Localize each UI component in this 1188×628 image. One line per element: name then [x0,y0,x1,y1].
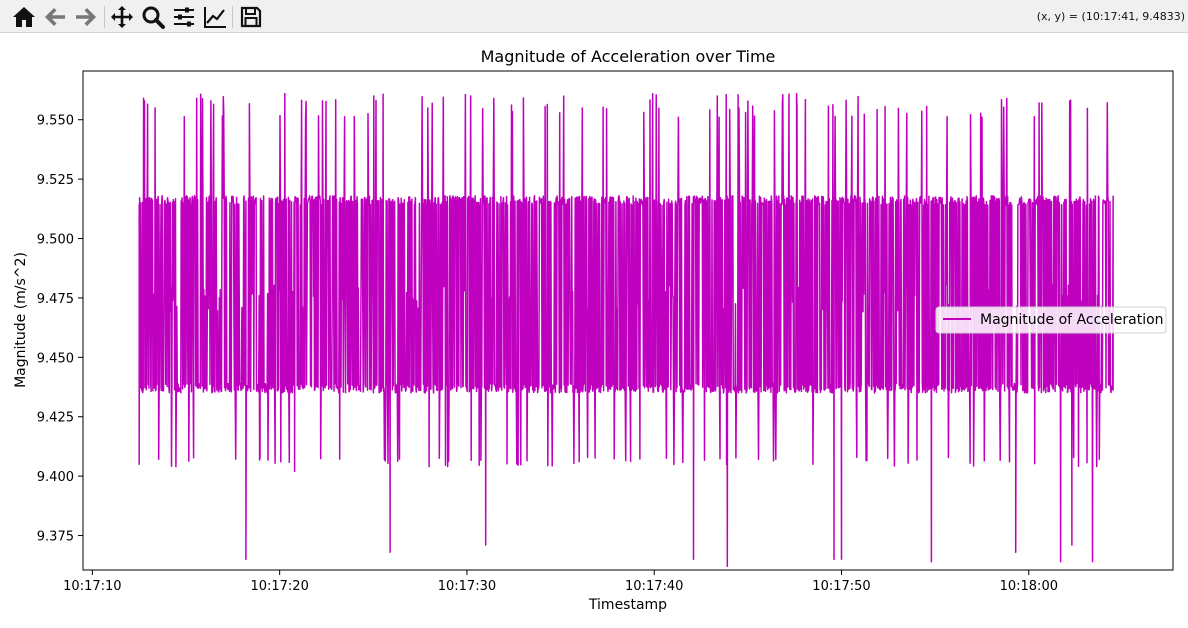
home-button[interactable] [10,3,38,31]
x-tick-label: 10:17:10 [63,579,121,594]
zoom-button[interactable] [139,3,167,31]
y-tick-label: 9.525 [37,173,74,188]
forward-button[interactable] [72,3,100,31]
forward-icon [76,8,96,26]
legend[interactable]: Magnitude of Acceleration [935,306,1167,334]
edit-axis-button[interactable] [201,3,229,31]
axes-frame [82,70,1174,571]
x-axis-label: Timestamp [588,597,667,613]
y-tick-label: 9.425 [37,411,74,426]
coordinate-readout: (x, y) = (10:17:41, 9.4833) [1036,10,1185,23]
zoom-icon [142,6,165,29]
y-axis-label: Magnitude (m/s^2) [13,252,29,388]
home-icon [13,7,35,27]
save-button[interactable] [237,3,265,31]
x-tick-label: 10:17:20 [250,579,308,594]
x-tick-label: 10:17:40 [625,579,683,594]
y-tick-label: 9.550 [37,114,74,129]
x-tick-label: 10:17:30 [438,579,496,594]
y-tick-label: 9.450 [37,351,74,366]
series-line-magnitude [138,92,1114,568]
configure-subplots-icon [174,7,194,27]
chart-title: Magnitude of Acceleration over Time [481,47,776,66]
navigation-toolbar: (x, y) = (10:17:41, 9.4833) [0,0,1188,33]
back-icon [45,8,65,26]
pan-button[interactable] [108,3,136,31]
y-tick-label: 9.500 [37,233,74,248]
back-button[interactable] [41,3,69,31]
legend-label: Magnitude of Acceleration [980,312,1164,328]
figure-canvas[interactable]: Magnitude of Acceleration over Time 10:1… [0,34,1188,628]
y-tick-label: 9.375 [37,530,74,545]
legend-box [935,306,1167,334]
configure-subplots-button[interactable] [170,3,198,31]
y-axis: 9.375 9.400 9.425 9.450 9.475 9.500 9.525 9.550 [37,114,83,545]
y-tick-label: 9.475 [37,292,74,307]
save-icon [240,6,262,28]
pan-icon [111,6,133,28]
toolbar-separator [104,6,105,28]
x-axis: 10:17:10 10:17:20 10:17:30 10:17:40 10:17:50… [63,570,1058,594]
toolbar-separator [232,6,233,28]
edit-axis-icon [204,7,226,28]
plot-area [138,92,1114,568]
x-tick-label: 10:17:50 [812,579,870,594]
y-tick-label: 9.400 [37,470,74,485]
x-tick-label: 10:18:00 [1000,579,1058,594]
